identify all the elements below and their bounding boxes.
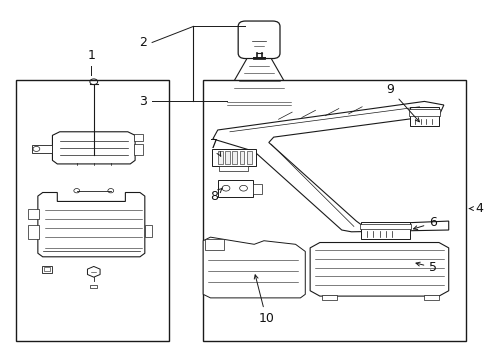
Bar xyxy=(409,107,438,126)
Text: 3: 3 xyxy=(139,95,147,108)
Bar xyxy=(252,184,262,194)
Bar xyxy=(134,144,142,155)
Polygon shape xyxy=(87,266,100,277)
Polygon shape xyxy=(212,102,448,232)
Bar xyxy=(43,267,50,271)
Polygon shape xyxy=(309,243,448,296)
Text: 9: 9 xyxy=(386,83,419,122)
Bar xyxy=(211,149,255,166)
Bar xyxy=(424,296,438,300)
Bar xyxy=(232,151,237,163)
Text: 2: 2 xyxy=(139,36,147,49)
Bar xyxy=(28,208,39,219)
Bar xyxy=(217,180,252,197)
Polygon shape xyxy=(38,193,144,257)
Bar xyxy=(41,266,52,273)
FancyBboxPatch shape xyxy=(238,21,280,59)
Bar xyxy=(203,80,465,341)
Bar xyxy=(239,151,244,163)
Bar xyxy=(361,222,409,239)
Bar xyxy=(28,225,39,239)
Bar xyxy=(90,285,97,288)
Bar xyxy=(224,99,293,109)
Bar xyxy=(134,134,142,141)
Bar xyxy=(322,296,336,300)
Bar xyxy=(360,224,410,229)
Text: 10: 10 xyxy=(254,275,274,325)
Polygon shape xyxy=(203,237,305,298)
Text: 6: 6 xyxy=(413,216,436,230)
Bar xyxy=(144,225,152,237)
Bar xyxy=(408,109,439,116)
Polygon shape xyxy=(225,59,291,100)
Bar xyxy=(246,151,251,163)
Text: 5: 5 xyxy=(415,261,436,274)
Text: 1: 1 xyxy=(87,49,95,62)
Bar xyxy=(217,151,222,163)
Text: 8: 8 xyxy=(209,188,222,203)
Bar xyxy=(16,80,169,341)
Bar xyxy=(224,151,229,163)
Text: 4: 4 xyxy=(468,202,482,215)
Bar xyxy=(204,239,224,249)
Text: 7: 7 xyxy=(209,138,220,156)
Bar xyxy=(32,145,52,153)
Bar xyxy=(219,166,248,171)
Polygon shape xyxy=(52,132,135,164)
